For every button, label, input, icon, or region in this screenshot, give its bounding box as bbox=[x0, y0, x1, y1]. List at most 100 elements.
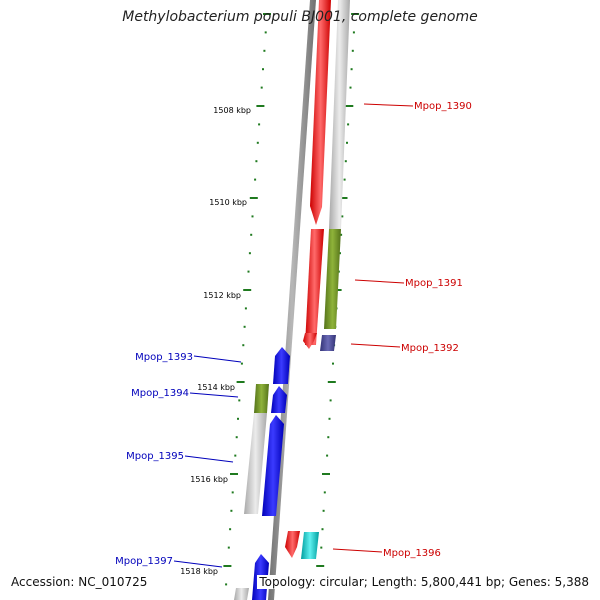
tick-mark bbox=[240, 362, 243, 365]
tick-mark bbox=[340, 233, 343, 236]
leader-line bbox=[189, 392, 239, 398]
gene-mpop-1391-olive[interactable] bbox=[324, 229, 341, 329]
kbp-tick-label: 1518 kbp bbox=[180, 567, 218, 576]
gene-mpop-1396-cyan[interactable] bbox=[301, 532, 319, 559]
tick-mark bbox=[231, 491, 234, 494]
tick-mark bbox=[263, 49, 266, 52]
tick-mark bbox=[230, 509, 233, 512]
kbp-tick-label: 1510 kbp bbox=[209, 198, 247, 207]
tick-mark bbox=[255, 160, 258, 163]
leader-line bbox=[193, 355, 242, 363]
tick-mark bbox=[328, 417, 331, 420]
tick-mark bbox=[254, 178, 257, 181]
leader-line bbox=[350, 343, 401, 348]
leader-line bbox=[332, 548, 383, 553]
tick-mark bbox=[234, 454, 237, 457]
gene-mpop-1394-arrow[interactable] bbox=[271, 386, 287, 413]
leader-line bbox=[184, 455, 234, 463]
tick-mark bbox=[345, 105, 354, 107]
tick-mark bbox=[339, 252, 341, 255]
gene-mpop-1391-red-tip[interactable] bbox=[303, 333, 317, 349]
tick-mark bbox=[258, 123, 261, 126]
map-title: Methylobacterium populi BJ001, complete … bbox=[122, 9, 478, 25]
tick-mark bbox=[316, 565, 325, 567]
forward-gene-track bbox=[285, 0, 350, 559]
tick-mark bbox=[229, 528, 232, 531]
tick-mark bbox=[329, 399, 332, 402]
leader-line bbox=[363, 103, 414, 107]
left-tick-track bbox=[223, 13, 271, 586]
tick-mark bbox=[236, 381, 245, 383]
tick-mark bbox=[237, 417, 239, 420]
tick-mark bbox=[327, 436, 330, 439]
tick-mark bbox=[322, 509, 325, 512]
tick-mark bbox=[243, 325, 246, 328]
kbp-tick-label: 1516 kbp bbox=[190, 475, 228, 484]
tick-mark bbox=[238, 399, 241, 402]
tick-mark bbox=[352, 31, 355, 34]
accession-text: Accession: NC_010725 bbox=[9, 575, 150, 589]
tick-mark bbox=[347, 123, 350, 126]
gene-mpop-1395-gray[interactable] bbox=[244, 413, 267, 514]
tick-mark bbox=[262, 68, 264, 71]
tick-mark bbox=[349, 86, 352, 89]
tick-mark bbox=[223, 565, 232, 567]
tick-mark bbox=[249, 197, 258, 199]
kbp-tick-label: 1512 kbp bbox=[203, 291, 241, 300]
tick-mark bbox=[248, 252, 251, 255]
gene-label-mpop-1392[interactable]: Mpop_1392 bbox=[401, 343, 459, 354]
leader-line bbox=[173, 560, 223, 568]
gene-neighbor-gray-top[interactable] bbox=[329, 0, 350, 229]
gene-label-mpop-1395[interactable]: Mpop_1395 bbox=[126, 451, 184, 462]
tick-mark bbox=[322, 473, 330, 475]
leader-line bbox=[354, 279, 405, 284]
tick-mark bbox=[351, 49, 354, 52]
tick-mark bbox=[260, 86, 263, 89]
gene-label-mpop-1391[interactable]: Mpop_1391 bbox=[405, 278, 463, 289]
gene-mpop-1390-arrow[interactable] bbox=[305, 229, 324, 345]
tick-mark bbox=[247, 270, 250, 273]
tick-mark bbox=[264, 31, 267, 34]
tick-mark bbox=[339, 197, 348, 199]
reverse-gene-track bbox=[234, 347, 290, 600]
tick-mark bbox=[263, 13, 271, 15]
reverse-gene-labels: Mpop_1393 Mpop_1394 Mpop_1395 Mpop_1397 bbox=[115, 352, 242, 568]
kbp-tick-label: 1514 kbp bbox=[197, 383, 235, 392]
gene-mpop-1395-arrow[interactable] bbox=[262, 415, 284, 516]
tick-mark bbox=[327, 381, 336, 383]
kbp-tick-label: 1508 kbp bbox=[213, 106, 251, 115]
tick-mark bbox=[256, 141, 259, 144]
gene-mpop-1389-arrow[interactable] bbox=[310, 0, 331, 225]
gene-mpop-1394-olive[interactable] bbox=[254, 384, 269, 413]
tick-mark bbox=[346, 141, 348, 144]
tick-mark bbox=[332, 362, 334, 365]
tick-mark bbox=[350, 68, 353, 71]
gene-label-mpop-1396[interactable]: Mpop_1396 bbox=[383, 548, 441, 559]
gene-neighbor-gray-bottom[interactable] bbox=[234, 588, 249, 600]
tick-mark bbox=[344, 160, 347, 163]
gene-label-mpop-1394[interactable]: Mpop_1394 bbox=[131, 388, 189, 399]
gene-label-mpop-1393[interactable]: Mpop_1393 bbox=[135, 352, 193, 363]
tick-mark bbox=[230, 473, 238, 475]
gene-label-mpop-1397[interactable]: Mpop_1397 bbox=[115, 556, 173, 567]
tick-mark bbox=[227, 546, 230, 549]
tick-mark bbox=[351, 13, 360, 15]
gene-mpop-1393-arrow[interactable] bbox=[273, 347, 290, 384]
tick-mark bbox=[256, 105, 265, 107]
gene-mpop-1392-slate[interactable] bbox=[320, 335, 336, 351]
tick-mark bbox=[326, 454, 329, 457]
gene-mpop-1396-red[interactable] bbox=[285, 531, 300, 558]
tick-mark bbox=[343, 178, 346, 181]
tick-mark bbox=[341, 215, 344, 218]
kbp-scale: 1508 kbp 1510 kbp 1512 kbp 1514 kbp 1516… bbox=[180, 106, 251, 576]
forward-gene-labels: Mpop_1390 Mpop_1391 Mpop_1392 Mpop_1396 bbox=[332, 101, 472, 559]
tick-mark bbox=[250, 233, 253, 236]
genome-summary-text: Topology: circular; Length: 5,800,441 bp… bbox=[257, 575, 591, 589]
gene-label-mpop-1390[interactable]: Mpop_1390 bbox=[414, 101, 472, 112]
tick-mark bbox=[323, 491, 326, 494]
tick-mark bbox=[242, 344, 245, 347]
tick-mark bbox=[251, 215, 254, 218]
tick-mark bbox=[225, 583, 228, 586]
tick-mark bbox=[244, 307, 247, 310]
